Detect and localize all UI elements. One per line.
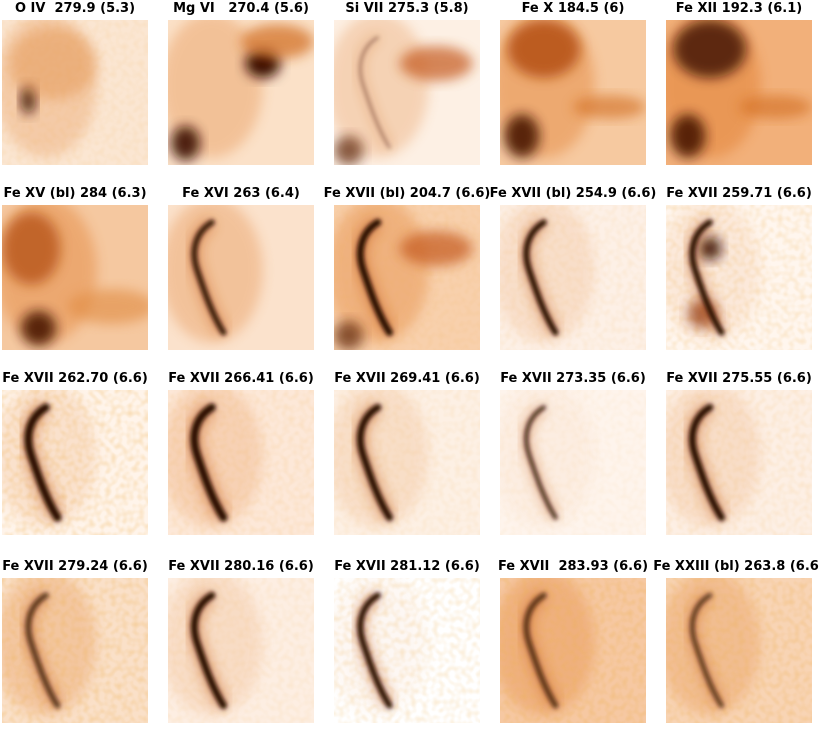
blob: [399, 46, 473, 81]
loop-core: [689, 219, 725, 336]
panel-label: Fe XVI 263 (6.4): [182, 186, 300, 201]
panel-image: [2, 20, 148, 165]
panel-image: [500, 390, 646, 535]
panel-image: [334, 205, 480, 350]
loop-core: [25, 592, 61, 709]
panel-image: [666, 578, 812, 723]
panel-label: Fe XVII 283.93 (6.6): [498, 559, 648, 574]
panel-label: Fe XVII 262.70 (6.6): [2, 371, 148, 386]
panel-image: [666, 390, 812, 535]
panel-label: Fe XVII 280.16 (6.6): [168, 559, 314, 574]
panel-image: [334, 578, 480, 723]
noise: [168, 578, 314, 723]
panel-image: [500, 20, 646, 165]
panel-label: Fe XVII 259.71 (6.6): [666, 186, 812, 201]
noise: [2, 578, 148, 723]
loop-core: [24, 403, 62, 522]
panel-image: [666, 20, 812, 165]
blob: [334, 136, 364, 165]
loop-core: [190, 403, 228, 522]
loop-core: [359, 36, 391, 149]
panel-label: Fe XXIII (bl) 263.8 (6.6): [653, 559, 819, 574]
blob: [573, 95, 646, 119]
blob: [504, 114, 540, 158]
blob: [67, 289, 148, 324]
blob: [673, 20, 747, 78]
panel-image: [168, 390, 314, 535]
loop-core: [190, 591, 227, 710]
blob: [507, 20, 581, 78]
panel-label: Fe XVII (bl) 254.9 (6.6): [490, 186, 657, 201]
noise: [500, 578, 646, 723]
panel-image: [334, 20, 480, 165]
loop-core: [356, 403, 393, 522]
panel-label: Fe XVII 279.24 (6.6): [2, 559, 148, 574]
panel-label: Fe X 184.5 (6): [522, 1, 625, 16]
panel-image: [666, 205, 812, 350]
panel-label: Fe XVII 281.12 (6.6): [334, 559, 480, 574]
panel-image: [168, 578, 314, 723]
panel-image: [500, 205, 646, 350]
loop-core: [356, 218, 393, 337]
panel-label: Mg VI 270.4 (5.6): [173, 1, 309, 16]
panel-label: Fe XII 192.3 (6.1): [676, 1, 802, 16]
panel-label: Fe XVII (bl) 204.7 (6.6): [324, 186, 491, 201]
panel-image: [168, 205, 314, 350]
noise: [666, 578, 812, 723]
noise: [666, 390, 812, 535]
blob: [2, 212, 61, 285]
loop-core: [523, 219, 559, 336]
loop-core: [688, 403, 725, 522]
panel-label: Fe XVII 269.41 (6.6): [334, 371, 480, 386]
noise: [2, 390, 148, 535]
panel-image: [2, 390, 148, 535]
blob: [698, 236, 722, 261]
blob: [399, 231, 473, 266]
panel-label: Si VII 275.3 (5.8): [345, 1, 468, 16]
panel-label: Fe XVII 273.35 (6.6): [500, 371, 646, 386]
noise: [500, 205, 646, 350]
blob: [739, 95, 812, 119]
panel-image: [2, 205, 148, 350]
loop-core: [523, 592, 559, 709]
panel-image: [334, 390, 480, 535]
noise: [168, 390, 314, 535]
loop-core: [524, 405, 558, 520]
panel-label: Fe XVII 266.41 (6.6): [168, 371, 314, 386]
blob: [20, 310, 57, 346]
loop-core: [357, 592, 393, 709]
noise: [666, 205, 812, 350]
blob: [334, 321, 364, 350]
panel-image: [500, 578, 646, 723]
noise: [334, 390, 480, 535]
noise: [334, 578, 480, 723]
panel-label: Fe XV (bl) 284 (6.3): [3, 186, 146, 201]
noise: [500, 390, 646, 535]
loop-core: [689, 592, 724, 709]
blob: [9, 27, 97, 100]
haze: [334, 20, 429, 158]
panel-image: [2, 578, 148, 723]
blob: [170, 125, 201, 161]
panel-label: Fe XVII 275.55 (6.6): [666, 371, 812, 386]
panel-image: [168, 20, 314, 165]
loop-core: [191, 219, 227, 336]
blob: [670, 114, 706, 158]
haze: [168, 20, 263, 158]
panel-label: O IV 279.9 (5.3): [15, 1, 135, 16]
blob: [241, 24, 314, 60]
